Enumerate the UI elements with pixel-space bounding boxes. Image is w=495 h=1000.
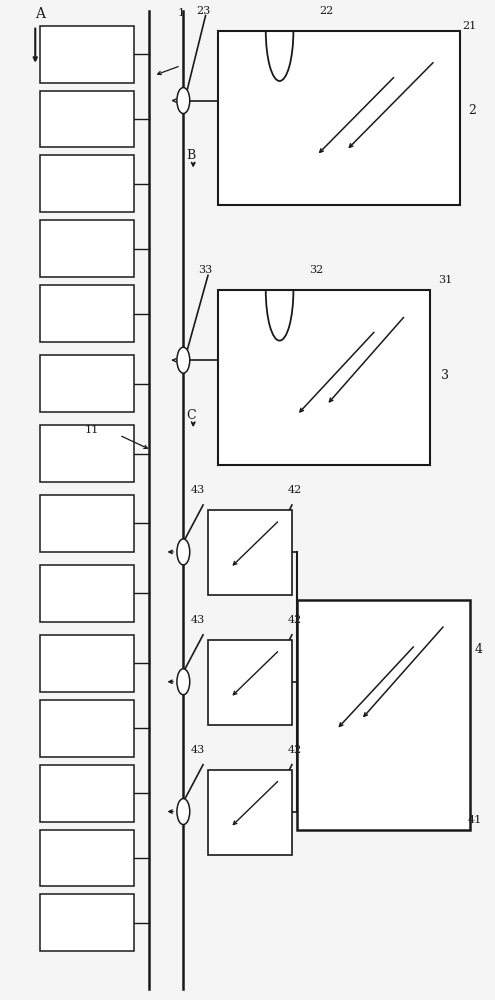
Bar [208, 640, 292, 725]
Text: 41: 41 [467, 815, 482, 825]
Text: 21: 21 [462, 21, 477, 31]
Text: B: B [186, 149, 195, 162]
Bar [40, 155, 134, 212]
Text: 2: 2 [468, 104, 476, 117]
Text: 1: 1 [177, 8, 185, 18]
Bar [218, 290, 430, 465]
Bar [208, 770, 292, 855]
Circle shape [177, 539, 190, 565]
Bar [208, 510, 292, 595]
Bar [40, 830, 134, 886]
Bar [40, 285, 134, 342]
Bar [40, 220, 134, 277]
Bar [40, 894, 134, 951]
Circle shape [177, 799, 190, 825]
Bar [40, 355, 134, 412]
Text: C: C [186, 409, 196, 422]
Bar [40, 700, 134, 757]
Bar [40, 26, 134, 83]
Text: 33: 33 [198, 265, 213, 275]
Text: 23: 23 [196, 6, 210, 16]
Text: 43: 43 [191, 745, 205, 755]
Bar [40, 565, 134, 622]
Bar [297, 600, 470, 830]
Text: 42: 42 [287, 745, 301, 755]
Text: 43: 43 [191, 485, 205, 495]
Bar [40, 765, 134, 822]
Text: 32: 32 [309, 265, 324, 275]
Text: 4: 4 [475, 643, 483, 656]
Text: 22: 22 [319, 6, 334, 16]
Circle shape [177, 669, 190, 695]
Circle shape [177, 347, 190, 373]
Text: 42: 42 [287, 485, 301, 495]
Text: 3: 3 [441, 369, 449, 382]
Bar [40, 635, 134, 692]
Bar [40, 91, 134, 147]
Circle shape [177, 88, 190, 114]
Text: A: A [35, 7, 45, 21]
Text: 43: 43 [191, 615, 205, 625]
Text: 42: 42 [287, 615, 301, 625]
Text: 31: 31 [438, 275, 452, 285]
Bar [40, 425, 134, 482]
Bar [218, 31, 460, 205]
Bar [40, 495, 134, 552]
Text: 11: 11 [85, 425, 99, 435]
